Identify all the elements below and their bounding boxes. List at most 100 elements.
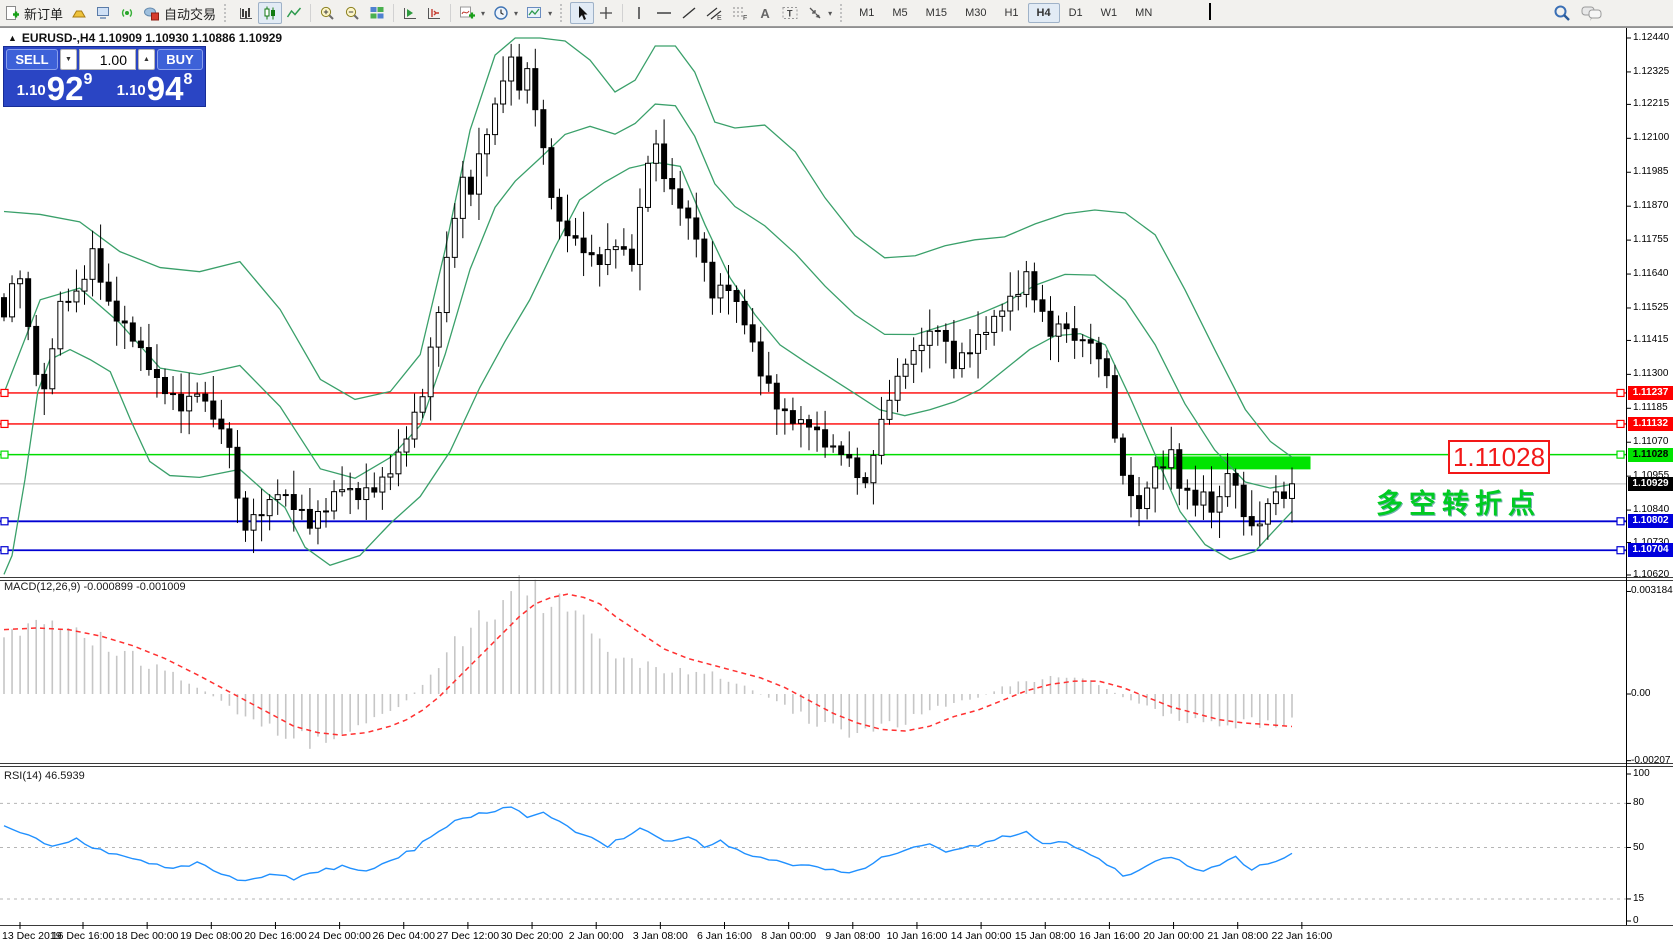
- time-axis-label[interactable]: 6 Jan 16:00: [697, 930, 752, 942]
- rsi-axis-tick: 15: [1633, 892, 1645, 904]
- time-axis-label[interactable]: 9 Jan 08:00: [825, 930, 881, 942]
- price-level-badge: 1.10802: [1628, 514, 1673, 529]
- toolbar-group-handle: [560, 4, 566, 22]
- rsi-indicator-label: RSI(14) 46.5939: [4, 770, 85, 782]
- time-axis-label[interactable]: 24 Dec 00:00: [308, 930, 371, 942]
- crosshair-tool-button[interactable]: [594, 2, 618, 24]
- cursor-arrow-icon: [575, 5, 589, 21]
- time-axis-label[interactable]: 20 Dec 16:00: [244, 930, 307, 942]
- terminal-button[interactable]: [91, 2, 115, 24]
- periods-button[interactable]: ▾: [489, 2, 522, 24]
- main-toolbar: 新订单 自动交易 ▾ ▾: [0, 0, 1673, 27]
- time-axis-label[interactable]: 18 Dec 00:00: [115, 930, 179, 942]
- price-axis-tick: 1.11300: [1633, 368, 1669, 380]
- price-level-badge: 1.11237: [1628, 385, 1673, 400]
- time-axis-label[interactable]: 19 Dec 08:00: [180, 930, 243, 942]
- time-axis-label[interactable]: 21 Jan 08:00: [1207, 930, 1269, 942]
- template-chart-icon: [526, 5, 543, 21]
- timeframe-button-M30[interactable]: M30: [965, 7, 987, 19]
- time-axis-label[interactable]: 14 Jan 00:00: [950, 930, 1012, 942]
- auto-scroll-button[interactable]: [398, 2, 422, 24]
- buy-price-prefix: 1.10: [116, 82, 146, 99]
- candlestick-chart-type-button[interactable]: [258, 2, 283, 24]
- text-cursor: [1209, 3, 1211, 20]
- price-annotation-box[interactable]: 1.11028: [1448, 440, 1550, 474]
- price-axis-tick: 1.12100: [1633, 132, 1670, 144]
- macd-indicator-label: MACD(12,26,9) -0.000899 -0.001009: [4, 581, 186, 593]
- time-axis-label[interactable]: 8 Jan 00:00: [761, 930, 817, 942]
- candlestick-chart-icon: [262, 5, 278, 21]
- time-axis-label[interactable]: 16 Jan 16:00: [1079, 930, 1140, 942]
- time-axis-label[interactable]: 15 Jan 08:00: [1014, 930, 1076, 942]
- market-watch-button[interactable]: [67, 2, 91, 24]
- time-axis-label[interactable]: 3 Jan 08:00: [632, 930, 688, 942]
- time-axis-label[interactable]: 16 Dec 16:00: [51, 930, 115, 942]
- time-axis-label[interactable]: 30 Dec 20:00: [500, 930, 564, 942]
- bar-chart-type-button[interactable]: [234, 2, 258, 24]
- zoom-in-button[interactable]: [315, 2, 340, 24]
- svg-text:E: E: [717, 15, 722, 21]
- computer-icon: [95, 5, 111, 21]
- sell-button[interactable]: SELL: [6, 49, 58, 70]
- text-tool-button[interactable]: A: [753, 2, 777, 24]
- horizontal-line-tool-button[interactable]: [651, 2, 677, 24]
- buy-button[interactable]: BUY: [157, 49, 203, 70]
- chat-icon[interactable]: [1581, 4, 1603, 22]
- buy-price-big: 94: [146, 70, 184, 107]
- zoom-out-button[interactable]: [340, 2, 365, 24]
- gold-bar-icon: [71, 5, 87, 21]
- time-axis-label[interactable]: 26 Dec 04:00: [372, 930, 435, 942]
- dropdown-caret-icon: ▾: [481, 8, 486, 18]
- time-axis-label[interactable]: 22 Jan 16:00: [1271, 930, 1333, 942]
- cursor-tool-button[interactable]: [570, 2, 595, 24]
- templates-button[interactable]: ▾: [522, 2, 556, 24]
- indicators-button[interactable]: ▾: [455, 2, 489, 24]
- price-axis-tick: 1.11185: [1633, 402, 1668, 414]
- time-axis-label[interactable]: 20 Jan 00:00: [1143, 930, 1204, 942]
- svg-text:T: T: [787, 9, 793, 19]
- sell-price-display[interactable]: 1.10 92 9: [6, 71, 103, 105]
- time-axis-label[interactable]: 10 Jan 16:00: [886, 930, 948, 942]
- timeframe-button-M5[interactable]: M5: [892, 7, 908, 19]
- turning-point-note[interactable]: 多空转折点: [1376, 489, 1541, 519]
- arrows-tool-button[interactable]: ▾: [803, 2, 836, 24]
- new-order-button[interactable]: 新订单: [0, 2, 67, 24]
- toolbar-separator: [310, 4, 312, 22]
- dropdown-caret-icon: ▾: [828, 8, 833, 18]
- toolbar-group-handle: [224, 4, 230, 22]
- time-axis-label[interactable]: 13 Dec 2019: [2, 930, 62, 942]
- auto-trading-button[interactable]: 自动交易: [139, 2, 220, 24]
- tile-windows-button[interactable]: [365, 2, 389, 24]
- price-axis-tick: 1.10620: [1633, 569, 1670, 580]
- line-chart-type-button[interactable]: [282, 2, 306, 24]
- time-axis-label[interactable]: 2 Jan 00:00: [568, 930, 624, 942]
- volume-input[interactable]: 1.00: [79, 49, 136, 70]
- current-price-badge: 1.10929: [1628, 476, 1673, 491]
- text-label-tool-button[interactable]: T: [777, 2, 803, 24]
- volume-decrease-button[interactable]: ▼: [60, 49, 77, 70]
- price-level-badge: 1.11028: [1628, 447, 1673, 462]
- collapse-triangle-icon[interactable]: ▲: [8, 33, 17, 43]
- timeframe-button-D1[interactable]: D1: [1068, 7, 1083, 19]
- timeframe-button-H1[interactable]: H1: [1004, 7, 1019, 19]
- price-axis-tick: 1.11755: [1633, 234, 1669, 246]
- time-axis-label[interactable]: 27 Dec 12:00: [436, 930, 500, 942]
- chart-shift-button[interactable]: [422, 2, 446, 24]
- buy-price-display[interactable]: 1.10 94 8: [106, 70, 203, 107]
- new-order-icon: [4, 5, 20, 21]
- volume-increase-button[interactable]: ▲: [138, 49, 155, 70]
- trendline-tool-button[interactable]: [677, 2, 701, 24]
- timeframe-button-MN[interactable]: MN: [1135, 7, 1153, 19]
- timeframe-button-M1[interactable]: M1: [859, 7, 875, 19]
- timeframe-button-M15[interactable]: M15: [925, 7, 948, 19]
- timeframe-button-H4[interactable]: H4: [1027, 3, 1060, 23]
- chart-shift-icon: [426, 5, 442, 21]
- price-axis-tick: 1.10955: [1633, 470, 1670, 482]
- timeframe-button-W1[interactable]: W1: [1100, 7, 1118, 19]
- price-axis-tick: 1.11415: [1633, 334, 1669, 346]
- equidistant-channel-tool-button[interactable]: E: [701, 2, 727, 24]
- signals-button[interactable]: [115, 2, 139, 24]
- fibonacci-tool-button[interactable]: F: [727, 2, 753, 24]
- vertical-line-tool-button[interactable]: [627, 2, 651, 24]
- search-icon[interactable]: [1553, 4, 1571, 22]
